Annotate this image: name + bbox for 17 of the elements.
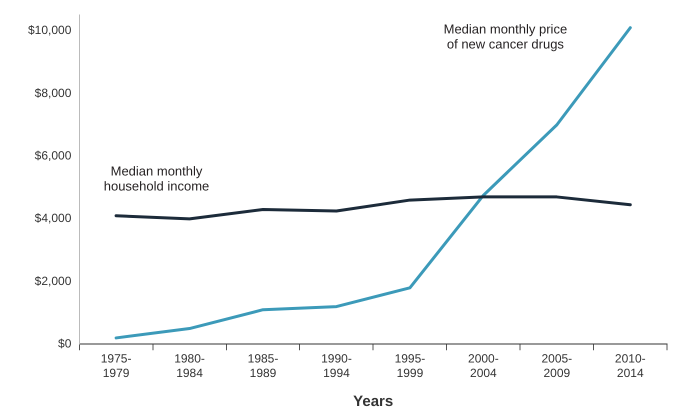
text: Median monthly price of new cancer drugs [444,21,568,52]
x-axis-title: Years [353,393,394,410]
x-tick-label: 1985-1989 [248,352,278,380]
y-tick-label: $8,000 [34,86,72,100]
x-tick-label: 1980-1984 [174,352,205,380]
x-tick-label: 2005-2009 [541,352,572,380]
y-tick-label: $6,000 [34,148,72,163]
y-tick-label: $0 [58,336,72,351]
y-tick-label: $10,000 [28,23,72,38]
x-tick-label: 2000-2004 [468,352,499,380]
x-tick-label: 2010-2014 [614,352,646,380]
y-tick-label: $4,000 [34,211,72,226]
x-tick-label: 1990-1994 [321,352,352,380]
x-tick-label: 1975-1979 [100,352,132,380]
x-tick-label: 1995-1999 [394,352,426,380]
series-label: Median monthly household income [104,164,210,194]
y-tick-label: $2,000 [34,274,72,288]
